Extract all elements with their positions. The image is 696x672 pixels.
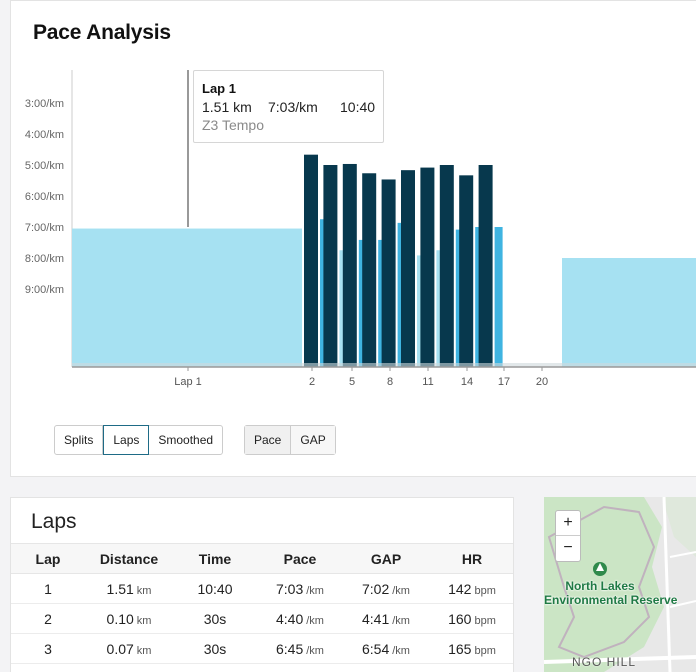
lap-time: 10:40 [173,573,257,604]
zoom-in-button[interactable]: + [556,511,580,536]
table-row[interactable]: 2 0.10 km 30s 4:40/km 4:41/km 160 bpm [11,603,513,634]
lap-hr: 142 bpm [429,573,513,604]
y-axis-label: 7:00/km [25,222,64,234]
lap-time: 30s [173,633,257,664]
chart-tooltip: Lap 1 1.51 km 7:03/km 10:40 Z3 Tempo [193,70,384,143]
column-header-time[interactable]: Time [173,543,257,574]
y-axis-label: 4:00/km [25,129,64,141]
tooltip-lap: Lap 1 [202,81,236,96]
lap-distance: 1.51 km [85,573,173,604]
laps-button[interactable]: Laps [103,425,150,455]
map-road-label: NGO HILL [572,655,637,669]
pace-analysis-title: Pace Analysis [33,21,171,44]
lap-gap: 7:02/km [343,573,429,604]
pace-bar-lap-1 [72,228,302,367]
pace-bar-lap-12 [401,170,415,367]
column-header-gap[interactable]: GAP [343,543,429,574]
laps-table: Lap Distance Time Pace GAP HR 1 1.51 km 1… [11,543,513,664]
tooltip-zone: Z3 Tempo [202,117,264,133]
park-tree-icon [593,562,607,576]
lap-pace: 6:45/km [257,633,343,664]
column-header-hr[interactable]: HR [429,543,513,574]
pace-bar-lap-10 [381,179,396,367]
tooltip-stats: 1.51 km 7:03/km 10:40 [202,99,375,115]
route-map[interactable]: + − North Lakes Environmental Reserve NG… [544,497,696,672]
gap-button[interactable]: GAP [291,426,335,454]
x-axis-label: 8 [387,376,393,388]
pace-bar-lap-21 [494,227,503,367]
laps-title: Laps [31,510,77,533]
x-axis-label: 5 [349,376,355,388]
pace-bar-lap-6 [342,163,357,367]
elevation-strip [72,363,696,367]
pace-bar-lap-20 [478,165,493,367]
y-axis-label: 6:00/km [25,191,64,203]
lap-hr: 165 bpm [429,633,513,664]
lap-number: 3 [11,633,85,664]
map-place-label: North Lakes Environmental Reserve [544,579,678,607]
lap-pace: 4:40/km [257,603,343,634]
lap-pace: 7:03/km [257,573,343,604]
lap-distance: 0.07 km [85,633,173,664]
x-axis-label: 14 [461,376,473,388]
splits-button[interactable]: Splits [55,426,104,454]
view-toggle-group: Splits Laps Smoothed [54,425,224,455]
column-header-distance[interactable]: Distance [85,543,173,574]
table-row[interactable]: 1 1.51 km 10:40 7:03/km 7:02/km 142 bpm [11,573,513,604]
lap-number: 1 [11,573,85,604]
pace-bar-lap-22 [562,258,696,367]
zoom-out-button[interactable]: − [563,539,573,556]
y-axis-label: 9:00/km [25,284,64,296]
smoothed-button[interactable]: Smoothed [158,433,214,447]
lap-hr: 160 bpm [429,603,513,634]
pace-bar-lap-4 [323,165,338,367]
tooltip-distance: 1.51 km [202,99,252,115]
pace-analysis-card: Pace Analysis 3:00/km 4:00/km 5:00/km 6:00/… [10,0,696,477]
pace-bar-lap-18 [459,175,474,367]
pace-chart[interactable]: 3:00/km 4:00/km 5:00/km 6:00/km 7:00/km 8:00/… [11,1,696,401]
y-axis-label: 8:00/km [25,253,64,265]
map-place-label-line1: North Lakes [565,579,635,593]
tooltip-time: 10:40 [340,99,376,115]
column-header-pace[interactable]: Pace [257,543,343,574]
lap-time: 30s [173,603,257,634]
x-axis-label: Lap 1 [174,376,202,388]
x-axis-label: 11 [422,376,433,388]
x-axis-label: 20 [536,376,548,388]
lap-distance: 0.10 km [85,603,173,634]
pace-bar-lap-14 [420,167,435,367]
metric-toggle-group: Pace GAP [244,425,336,455]
table-row[interactable]: 3 0.07 km 30s 6:45/km 6:54/km 165 bpm [11,633,513,664]
laps-header-row: Lap Distance Time Pace GAP HR [11,543,513,574]
lap-gap: 6:54/km [343,633,429,664]
lap-gap: 4:41/km [343,603,429,634]
y-axis-label: 3:00/km [25,98,64,110]
laps-card: Laps Lap Distance Time Pace GAP HR 1 1.5… [10,497,514,672]
pace-bar-lap-16 [439,165,454,367]
lap-number: 2 [11,603,85,634]
pace-bar-lap-8 [362,173,377,367]
map-zoom-control: + − [555,510,581,562]
tooltip-pace: 7:03/km [268,99,318,115]
y-axis-label: 5:00/km [25,160,64,172]
pace-button[interactable]: Pace [245,426,292,454]
map-place-label-line2: Environmental Reserve [544,593,678,607]
x-axis-label: 2 [309,376,315,388]
x-axis-label: 17 [498,376,510,388]
column-header-lap[interactable]: Lap [11,543,85,574]
pace-bar-lap-2 [304,154,318,367]
